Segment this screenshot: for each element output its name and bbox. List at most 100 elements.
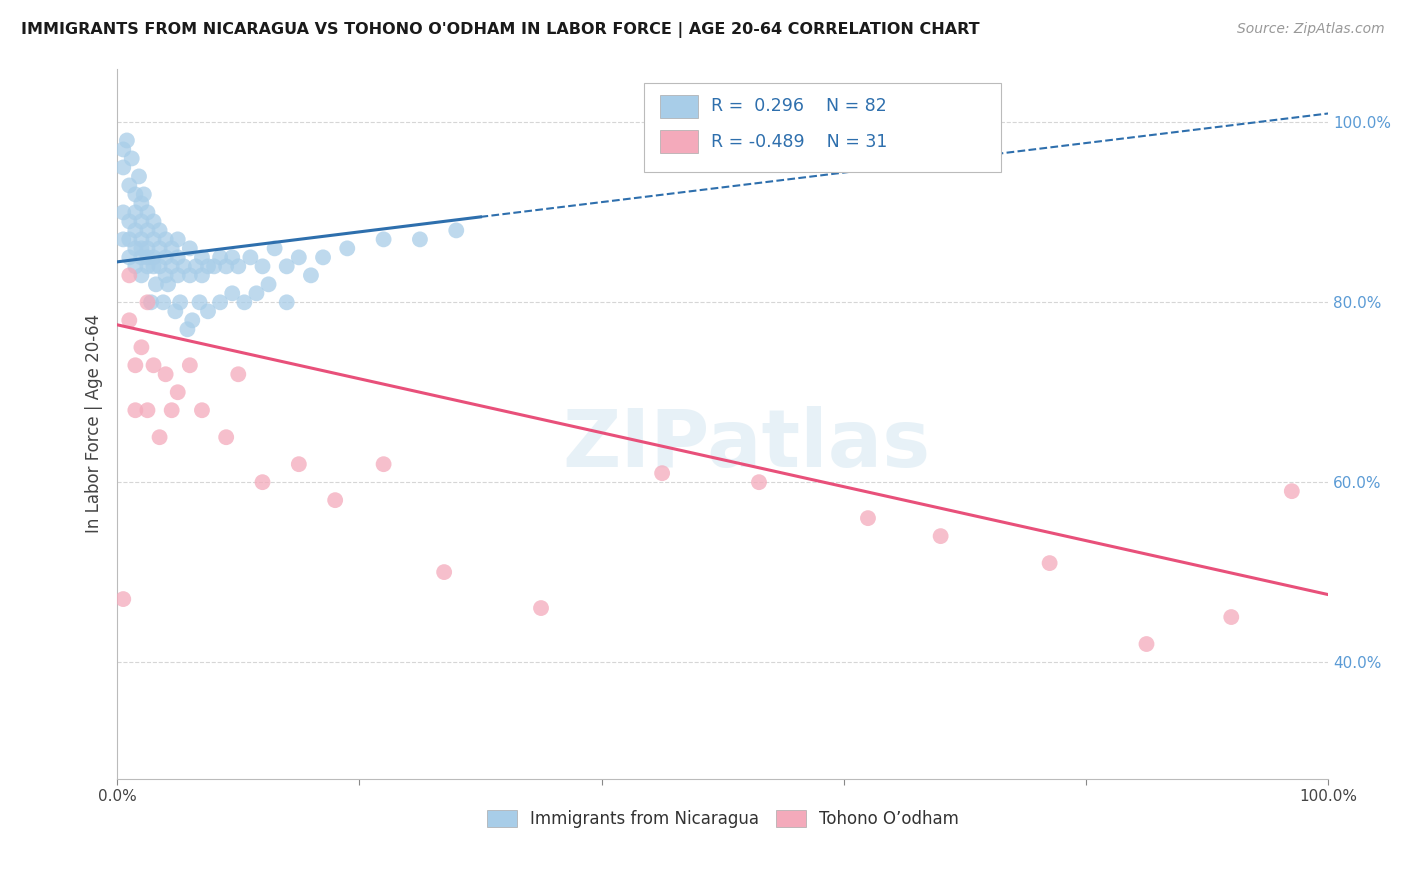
Point xyxy=(124,260,146,274)
Point xyxy=(118,178,141,193)
Point xyxy=(118,268,141,283)
Point xyxy=(118,251,141,265)
Point xyxy=(124,403,146,417)
Point xyxy=(136,223,159,237)
Point xyxy=(118,313,141,327)
Point xyxy=(409,232,432,246)
Point xyxy=(252,475,274,490)
FancyBboxPatch shape xyxy=(659,95,699,118)
Point xyxy=(530,601,553,615)
Point xyxy=(112,205,135,219)
Point xyxy=(112,161,135,175)
Text: IMMIGRANTS FROM NICARAGUA VS TOHONO O'ODHAM IN LABOR FORCE | AGE 20-64 CORRELATI: IMMIGRANTS FROM NICARAGUA VS TOHONO O'OD… xyxy=(21,22,980,38)
Point xyxy=(263,241,285,255)
Y-axis label: In Labor Force | Age 20-64: In Labor Force | Age 20-64 xyxy=(86,314,103,533)
Point xyxy=(115,133,138,147)
Point xyxy=(131,268,153,283)
Point xyxy=(166,385,188,400)
Point xyxy=(184,260,207,274)
Point xyxy=(160,241,183,255)
Point xyxy=(112,232,135,246)
Point xyxy=(112,592,135,607)
Point xyxy=(131,241,153,255)
Point xyxy=(155,232,177,246)
Point xyxy=(373,232,395,246)
Point xyxy=(197,260,219,274)
Point xyxy=(191,251,214,265)
Point xyxy=(112,143,135,157)
Point xyxy=(257,277,280,292)
Point xyxy=(131,251,153,265)
Text: R =  0.296    N = 82: R = 0.296 N = 82 xyxy=(710,97,886,115)
FancyBboxPatch shape xyxy=(659,130,699,153)
Point xyxy=(221,286,243,301)
Point xyxy=(132,187,155,202)
Point xyxy=(136,241,159,255)
Point xyxy=(131,214,153,228)
Point xyxy=(160,403,183,417)
Point xyxy=(142,251,165,265)
Point xyxy=(215,260,238,274)
Point xyxy=(136,260,159,274)
Point xyxy=(173,260,195,274)
Point xyxy=(176,322,198,336)
Point xyxy=(124,358,146,372)
Point xyxy=(276,260,298,274)
Point xyxy=(209,251,232,265)
Point xyxy=(209,295,232,310)
Point xyxy=(139,295,162,310)
Point xyxy=(288,457,311,471)
Point xyxy=(856,511,879,525)
Point xyxy=(179,358,201,372)
Point xyxy=(131,232,153,246)
Point xyxy=(169,295,191,310)
Point xyxy=(131,196,153,211)
Point xyxy=(155,368,177,382)
Point xyxy=(226,260,249,274)
Point xyxy=(197,304,219,318)
Point xyxy=(1220,610,1243,624)
Point xyxy=(312,251,335,265)
FancyBboxPatch shape xyxy=(644,83,1001,171)
Point xyxy=(124,205,146,219)
Text: Source: ZipAtlas.com: Source: ZipAtlas.com xyxy=(1237,22,1385,37)
Point xyxy=(323,493,346,508)
Point xyxy=(142,260,165,274)
Point xyxy=(446,223,468,237)
Point xyxy=(233,295,256,310)
Point xyxy=(166,251,188,265)
Point xyxy=(124,187,146,202)
Point xyxy=(221,251,243,265)
Point xyxy=(188,295,211,310)
Point xyxy=(166,268,188,283)
Point xyxy=(299,268,322,283)
Point xyxy=(202,260,225,274)
Point xyxy=(191,403,214,417)
Point xyxy=(239,251,262,265)
Point xyxy=(142,358,165,372)
Point xyxy=(152,295,174,310)
Point xyxy=(1281,484,1303,499)
Point xyxy=(191,268,214,283)
Point xyxy=(276,295,298,310)
Point xyxy=(155,268,177,283)
Point xyxy=(748,475,770,490)
Point xyxy=(128,169,150,184)
Point xyxy=(215,430,238,444)
Point xyxy=(118,232,141,246)
Point xyxy=(124,223,146,237)
Point xyxy=(148,223,170,237)
Point xyxy=(433,565,456,579)
Point xyxy=(136,403,159,417)
Point xyxy=(651,466,673,480)
Point xyxy=(142,232,165,246)
Legend: Immigrants from Nicaragua, Tohono O’odham: Immigrants from Nicaragua, Tohono O’odha… xyxy=(479,803,966,835)
Point xyxy=(131,340,153,354)
Point xyxy=(336,241,359,255)
Point xyxy=(148,430,170,444)
Point xyxy=(929,529,952,543)
Point xyxy=(118,214,141,228)
Point xyxy=(148,241,170,255)
Point xyxy=(124,241,146,255)
Point xyxy=(179,268,201,283)
